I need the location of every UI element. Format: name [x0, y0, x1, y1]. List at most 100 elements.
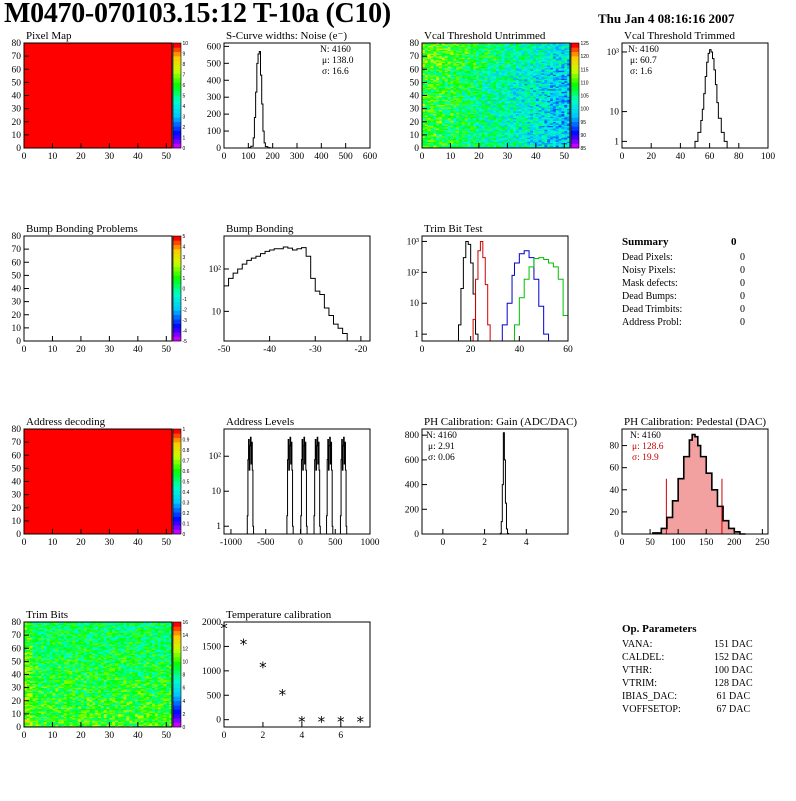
palette-step — [571, 74, 579, 79]
y-tick-label: 400 — [405, 481, 420, 491]
y-tick-label: 100 — [207, 127, 222, 137]
y-tick-label: 20 — [12, 504, 22, 514]
row-value: 0 — [740, 317, 745, 328]
palette-label: 5 — [183, 234, 186, 240]
palette-step — [173, 337, 181, 342]
palette-step — [173, 473, 181, 478]
y-tick-label: 80 — [12, 425, 22, 435]
y-tick-label: 10 — [410, 299, 420, 309]
y-tick-label: 20 — [610, 508, 620, 518]
summary-title: Summary — [622, 236, 668, 248]
y-tick-label: 40 — [12, 478, 22, 488]
x-tick-label: 40 — [133, 345, 143, 355]
palette-step — [571, 126, 579, 131]
palette-step — [173, 249, 181, 254]
y-tick-label: 10 — [12, 131, 22, 141]
y-tick-label: 80 — [410, 39, 420, 49]
x-tick-label: 60 — [705, 152, 715, 162]
y-tick-label: 1 — [216, 522, 221, 532]
row-label: Noisy Pixels: — [622, 265, 676, 276]
y-tick-label: 70 — [12, 52, 22, 62]
x-tick-label: 50 — [162, 345, 172, 355]
y-tick-label: 300 — [207, 93, 222, 103]
stat-mean: μ: 128.6 — [632, 442, 664, 452]
x-tick-label: 50 — [162, 152, 172, 162]
palette-step — [571, 109, 579, 114]
x-tick-label: -500 — [257, 538, 275, 548]
palette-step — [173, 236, 181, 241]
palette-step — [173, 69, 181, 74]
palette-label: 5 — [183, 94, 186, 100]
stat-n: N: 4160 — [426, 431, 457, 441]
x-tick-label: 1000 — [361, 538, 380, 548]
x-tick-label: 0 — [298, 538, 303, 548]
x-tick-label: 100 — [671, 538, 686, 548]
palette-step — [173, 464, 181, 469]
x-tick-label: 20 — [76, 152, 86, 162]
palette-step — [571, 65, 579, 70]
palette-step — [173, 486, 181, 491]
palette-step — [173, 525, 181, 530]
palette-step — [173, 521, 181, 526]
x-tick-label: 100 — [761, 152, 776, 162]
chart-title: Pixel Map — [26, 30, 72, 42]
chart-title: Trim Bits — [26, 609, 68, 621]
palette-step — [571, 47, 579, 52]
x-tick-label: 0 — [420, 152, 425, 162]
y-tick-label: 0 — [216, 144, 221, 154]
row-label: Dead Bumps: — [622, 291, 677, 302]
palette-step — [173, 460, 181, 465]
palette-label: 1 — [183, 276, 186, 282]
palette-label: 4 — [183, 245, 186, 251]
x-tick-label: 100 — [241, 152, 256, 162]
plot-frame — [224, 429, 370, 534]
x-tick-label: 40 — [531, 152, 541, 162]
y-tick-label: 60 — [610, 464, 620, 474]
y-tick-label: 400 — [207, 76, 222, 86]
y-tick-label: 0 — [16, 337, 21, 347]
chart-title: Vcal Threshold Trimmed — [624, 30, 736, 42]
y-tick-label: 50 — [12, 464, 22, 474]
x-tick-label: 200 — [727, 538, 742, 548]
x-tick-label: 600 — [363, 152, 378, 162]
palette-label: 0.6 — [183, 469, 190, 475]
palette-step — [173, 47, 181, 52]
palette-step — [173, 297, 181, 302]
palette-step — [173, 96, 181, 101]
palette-step — [173, 78, 181, 83]
x-tick-label: 0 — [440, 538, 445, 548]
palette-step — [173, 289, 181, 294]
palette-step — [173, 310, 181, 315]
stat-sigma: σ: 19.9 — [632, 453, 659, 463]
palette-step — [173, 258, 181, 263]
palette-step — [173, 451, 181, 456]
palette-step — [571, 43, 579, 48]
x-tick-label: 150 — [699, 538, 714, 548]
palette-step — [571, 122, 579, 127]
palette-step — [173, 65, 181, 70]
y-tick-label: 50 — [410, 78, 420, 88]
palette — [173, 43, 181, 148]
chart-title: S-Curve widths: Noise (e⁻) — [226, 30, 347, 42]
stat-n: N: 4160 — [628, 45, 659, 55]
palette-step — [173, 262, 181, 267]
palette — [173, 236, 181, 341]
palette-step — [571, 100, 579, 105]
y-tick-label: 40 — [410, 92, 420, 102]
palette-label: 7 — [183, 73, 186, 79]
x-tick-label: 30 — [105, 538, 115, 548]
palette-step — [173, 315, 181, 320]
x-tick-label: 10 — [48, 345, 58, 355]
y-tick-label: 60 — [12, 65, 22, 75]
x-tick-label: 40 — [515, 345, 525, 355]
chart-title: Bump Bonding Problems — [26, 223, 138, 235]
x-tick-label: 30 — [105, 152, 115, 162]
palette-label: 90 — [581, 133, 587, 139]
palette-label: 3 — [183, 115, 186, 121]
heatmap-fill — [24, 429, 172, 534]
